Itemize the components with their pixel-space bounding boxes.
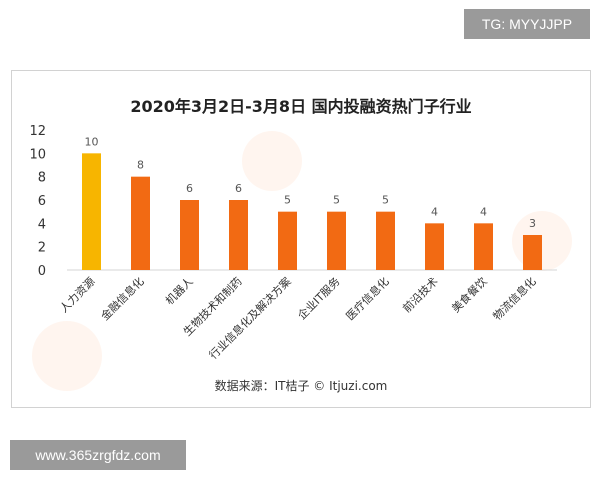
x-tick-label: 机器人 <box>162 274 195 307</box>
x-tick-label: 前沿技术 <box>400 274 441 315</box>
y-tick-label: 2 <box>38 241 46 256</box>
bar-value-label: 4 <box>480 205 487 218</box>
bar <box>278 211 297 270</box>
bar-value-label: 5 <box>333 194 340 207</box>
source-note: 数据来源：IT桔子 © Itjuzi.com <box>214 379 388 393</box>
chart-title: 2020年3月2日-3月8日 国内投融资热门子行业 <box>130 97 472 116</box>
y-tick-label: 8 <box>38 171 46 186</box>
chart-card: 2020年3月2日-3月8日 国内投融资热门子行业 0 2 4 6 8 10 12 10 8 6… <box>11 70 591 408</box>
x-tick-label: 医疗信息化 <box>343 274 392 323</box>
y-tick-label: 4 <box>38 217 46 232</box>
x-tick-label: 人力资源 <box>57 274 98 315</box>
bar-value-label: 6 <box>235 182 242 195</box>
bar <box>180 200 199 270</box>
x-tick-label: 行业信息化及解决方案 <box>206 274 294 362</box>
x-tick-label: 企业IT服务 <box>295 274 343 322</box>
bar <box>376 211 395 270</box>
bar <box>425 223 444 270</box>
y-tick-label: 12 <box>29 124 46 139</box>
watermark-logo <box>32 321 102 391</box>
bar <box>82 153 101 270</box>
bar-value-label: 10 <box>85 135 99 148</box>
y-tick-label: 0 <box>38 264 46 279</box>
x-tick-label: 美食餐饮 <box>449 274 490 315</box>
url-badge: www.365zrgfdz.com <box>10 440 186 470</box>
tg-badge: TG: MYYJJPP <box>464 9 590 39</box>
y-tick-label: 6 <box>38 194 46 209</box>
bar-value-label: 3 <box>529 217 536 230</box>
x-tick-label: 金融信息化 <box>98 274 147 323</box>
bar-value-label: 6 <box>186 182 193 195</box>
x-tick-label: 物流信息化 <box>490 274 539 323</box>
bar <box>474 223 493 270</box>
bar <box>131 176 150 270</box>
bar-value-label: 4 <box>431 205 438 218</box>
bar-value-label: 5 <box>284 194 291 207</box>
bar <box>327 211 346 270</box>
bar-value-label: 8 <box>137 159 144 172</box>
bar <box>229 200 248 270</box>
bar <box>523 235 542 270</box>
y-tick-label: 10 <box>29 147 46 162</box>
watermark-logo <box>242 131 302 191</box>
bar-value-label: 5 <box>382 194 389 207</box>
